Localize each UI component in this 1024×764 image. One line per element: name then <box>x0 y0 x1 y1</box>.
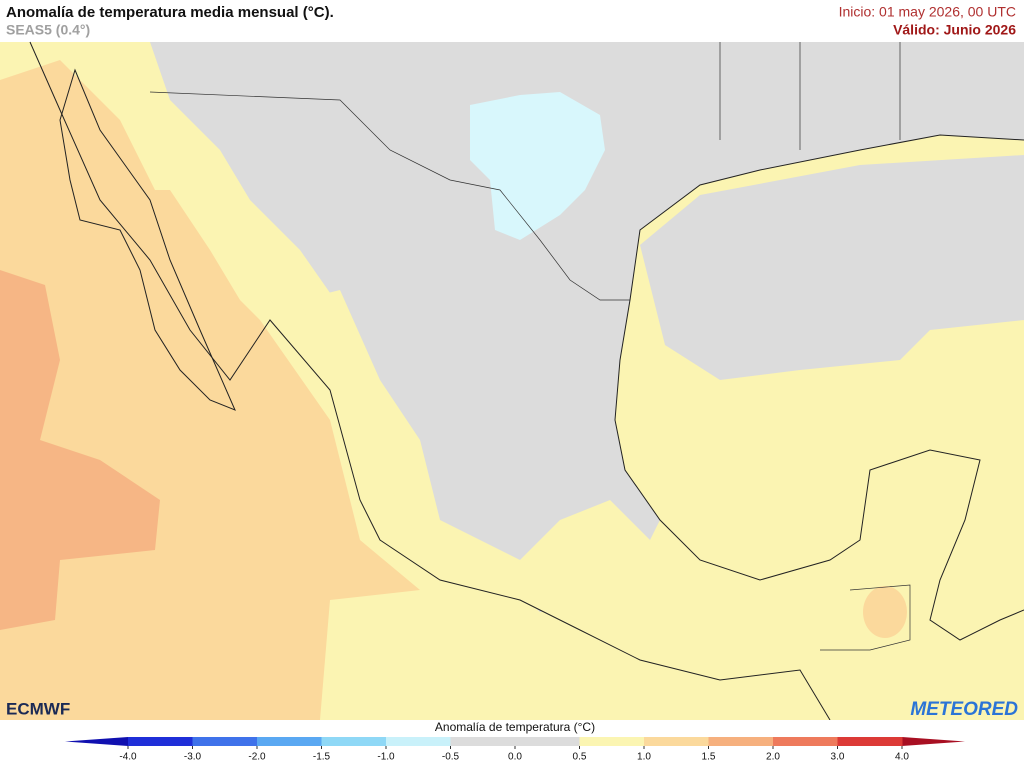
border <box>719 42 901 150</box>
colorbar-tick-label: -1.5 <box>313 752 331 763</box>
colorbar-label: Anomalía de temperatura (°C) <box>435 720 595 734</box>
map <box>0 41 1024 721</box>
border <box>149 91 630 301</box>
colorbar-segment <box>837 737 903 746</box>
subtitle: SEAS5 (0.4°) <box>6 22 90 38</box>
coastline <box>614 134 1024 641</box>
colorbar-tick-label: -4.0 <box>119 752 137 763</box>
title: Anomalía de temperatura media mensual (°… <box>6 4 334 21</box>
colorbar-segment <box>128 737 193 746</box>
colorbar-segment <box>773 737 838 746</box>
colorbar-tick-label: 1.0 <box>637 752 651 763</box>
colorbar-segment <box>386 737 451 746</box>
init-date: Inicio: 01 may 2026, 00 UTC <box>839 4 1016 20</box>
anomaly-area <box>300 290 650 620</box>
colorbar-tick-label: 0.5 <box>573 752 587 763</box>
colorbar-segment <box>644 737 709 746</box>
neutral-area <box>640 155 1024 380</box>
colorbar-tick-label: -1.0 <box>377 752 395 763</box>
anomaly-area <box>863 586 907 638</box>
valid-date: Válido: Junio 2026 <box>893 22 1016 38</box>
colorbar-tick-label: 2.0 <box>766 752 780 763</box>
border <box>820 584 911 651</box>
colorbar-segment <box>515 737 580 746</box>
logo-ecmwf: ECMWF <box>6 699 70 718</box>
colorbar-under <box>65 737 128 746</box>
anomaly-area <box>0 270 160 630</box>
colorbar-segment <box>708 737 774 746</box>
colorbar-segment <box>450 737 516 746</box>
colorbar-over <box>902 737 965 746</box>
colorbar-segment <box>257 737 322 746</box>
neutral-area <box>150 42 1024 612</box>
colorbar-tick-label: -0.5 <box>442 752 460 763</box>
colorbar-segment <box>579 737 645 746</box>
logo-meteored: METEORED <box>910 699 1018 720</box>
colorbar-tick-label: -3.0 <box>184 752 202 763</box>
colorbar-tick-label: 0.0 <box>508 752 522 763</box>
colorbar-segment <box>321 737 387 746</box>
colorbar-tick-label: 3.0 <box>831 752 845 763</box>
coastline <box>29 41 831 721</box>
colorbar: -4.0 -3.0 -2.0 -1.5 -1.0 -0.5 0.0 0.5 1.0 1.5 2.0 3… <box>65 737 965 763</box>
coastline <box>59 68 236 411</box>
colorbar-segment <box>192 737 258 746</box>
colorbar-tick-label: 4.0 <box>895 752 909 763</box>
colorbar-tick-label: 1.5 <box>702 752 716 763</box>
anomaly-area <box>470 92 605 240</box>
colorbar-tick-label: -2.0 <box>248 752 266 763</box>
